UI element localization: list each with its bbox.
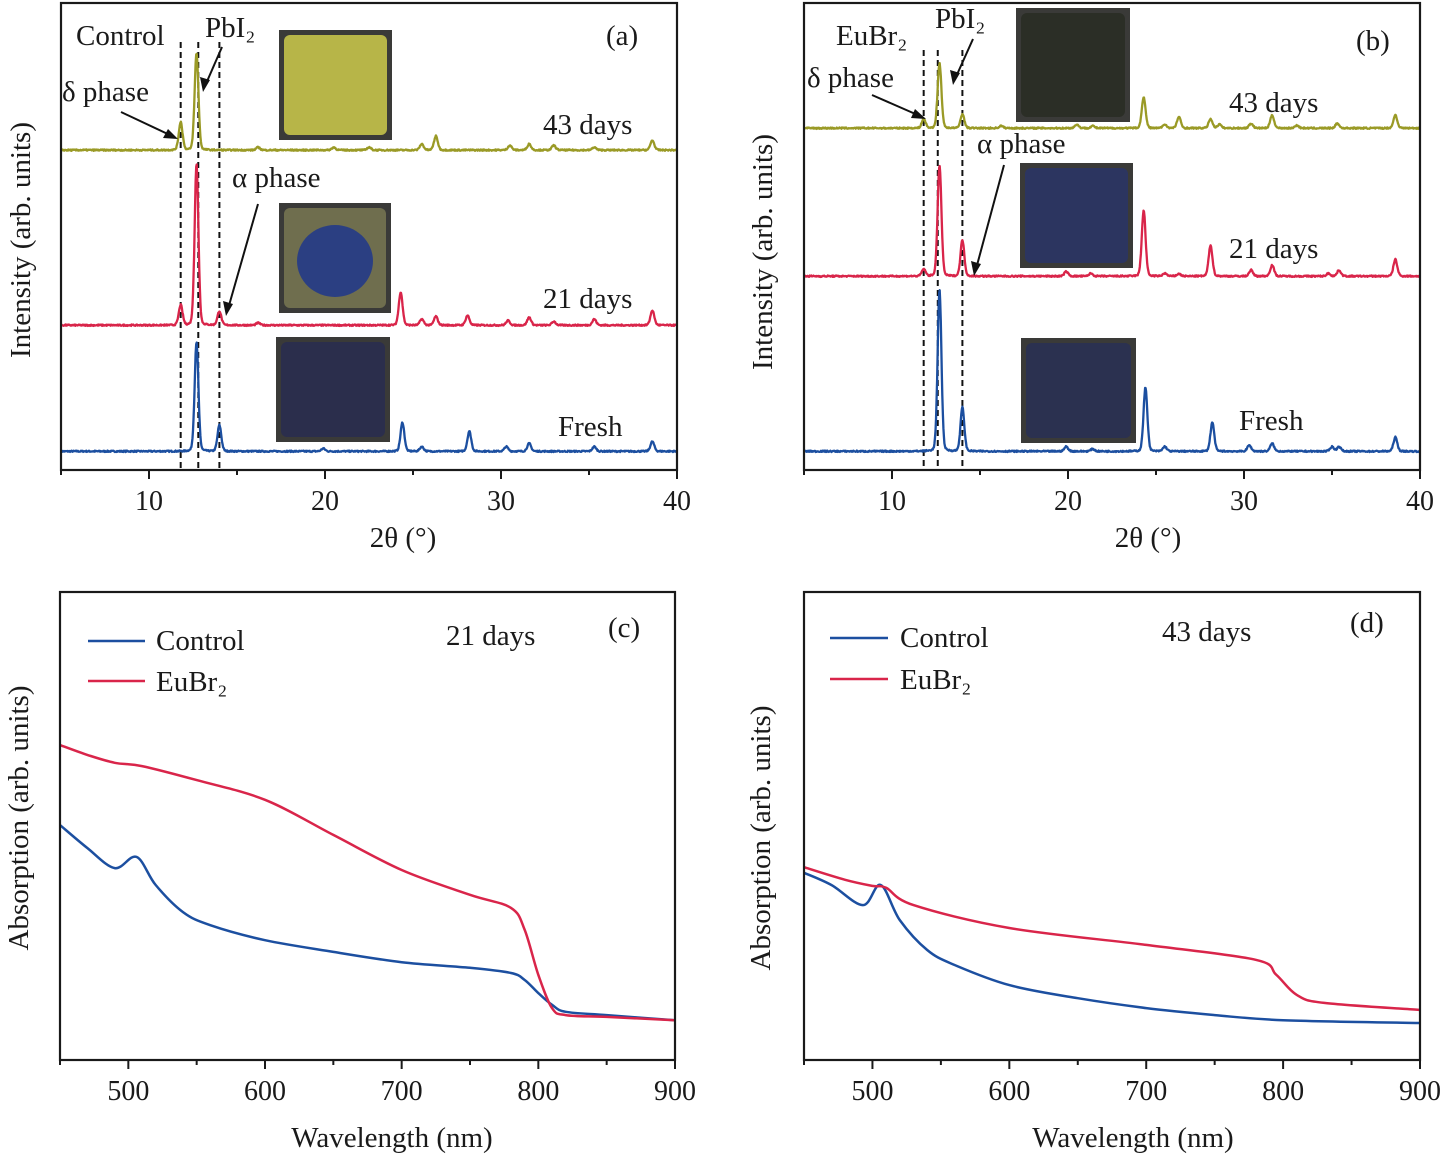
x-tick-label: 30 [1230,486,1258,517]
x-axis-title: 2θ (°) [370,522,437,554]
x-tick-label: 10 [878,486,906,517]
time-label: 43 days [1162,616,1251,648]
x-tick-label: 30 [487,486,515,517]
panel-b-xrd-eubr2: 10 20 30 40 [802,1,1434,517]
x-tick-label: 600 [244,1076,286,1107]
x-tick-label: 600 [988,1076,1030,1107]
panel-label: (c) [608,612,640,644]
series-line-21-days [60,163,678,328]
x-axis-title: 2θ (°) [1115,522,1182,554]
arrow-delta-phase [871,94,926,119]
series-line-eubr2 [59,743,676,1022]
delta-phase-label: δ phase [62,76,149,108]
series-line-eubr2 [803,865,1421,1012]
arrow-alpha-phase [971,164,1005,276]
arrow-alpha-phase [223,203,259,316]
plot-frame [58,590,677,1062]
x-tick-label: 700 [381,1076,423,1107]
x-tick-label: 800 [517,1076,559,1107]
series-line-43-days [60,52,678,152]
x-tick-label: 10 [135,486,163,517]
panel-d-absorption-43-days: 500 600 700 800 900 [802,590,1441,1107]
series-label-21-days: 21 days [543,283,632,315]
x-tick-label: 40 [663,486,691,517]
delta-phase-label: δ phase [807,62,894,94]
series-line-fresh [803,289,1421,454]
arrow-pbi2 [950,38,974,85]
series-line-43-days [803,61,1421,131]
x-tick-label: 500 [851,1076,893,1107]
pbi2-label: PbI₂ [935,3,985,35]
inset-photo-film-43-days [1016,8,1130,122]
y-axis-title: Intensity (arb. units) [747,134,779,370]
x-tick-label: 900 [1399,1076,1441,1107]
legend-label-eubr2: EuBr₂ [900,664,971,696]
inset-photo-film-21-days [1020,163,1133,268]
series-label-fresh: Fresh [1239,405,1304,437]
x-tick-label: 40 [1406,486,1434,517]
inset-photo-film-43-days [279,30,392,140]
series-line-control [59,824,676,1022]
panel-c-absorption-21-days: 500 600 700 800 900 [58,590,696,1107]
x-tick-label: 20 [311,486,339,517]
panel-label: (d) [1350,607,1384,639]
arrow-delta-phase [120,111,178,139]
panel-label: (a) [606,20,638,52]
time-label: 21 days [446,620,535,652]
inset-photo-film-fresh [276,337,390,442]
x-tick-label: 500 [107,1076,149,1107]
panel-label: (b) [1356,25,1390,57]
x-axis-title: Wavelength (nm) [291,1122,492,1154]
x-tick-label: 700 [1125,1076,1167,1107]
series-label-21-days: 21 days [1229,233,1318,265]
plot-frame [802,1,1422,472]
alpha-phase-label: α phase [232,162,320,194]
x-axis-title: Wavelength (nm) [1032,1122,1233,1154]
panel-a-xrd-control: 10 20 30 40 [59,1,691,517]
sample-label: Control [76,20,165,52]
legend-label-eubr2: EuBr₂ [156,666,227,698]
alpha-phase-label: α phase [977,128,1065,160]
pbi2-label: PbI₂ [205,12,255,44]
plot-frame [59,1,679,472]
series-line-21-days [803,164,1421,279]
plot-frame [802,590,1422,1062]
series-label-fresh: Fresh [558,411,623,443]
x-tick-label: 900 [654,1076,696,1107]
legend-label-control: Control [156,625,245,657]
y-axis-title: Absorption (arb. units) [745,706,777,971]
arrow-pbi2 [200,46,223,92]
sample-label: EuBr₂ [836,20,907,52]
y-axis-title: Absorption (arb. units) [3,686,35,951]
x-tick-label: 20 [1054,486,1082,517]
legend-label-control: Control [900,622,989,654]
series-label-43-days: 43 days [1229,87,1318,119]
y-axis-title: Intensity (arb. units) [5,122,37,358]
inset-photo-film-21-days [279,203,391,313]
x-tick-label: 800 [1262,1076,1304,1107]
series-line-control [803,871,1421,1025]
inset-photo-film-fresh [1021,338,1136,443]
series-label-43-days: 43 days [543,109,632,141]
series-line-fresh [59,341,678,454]
